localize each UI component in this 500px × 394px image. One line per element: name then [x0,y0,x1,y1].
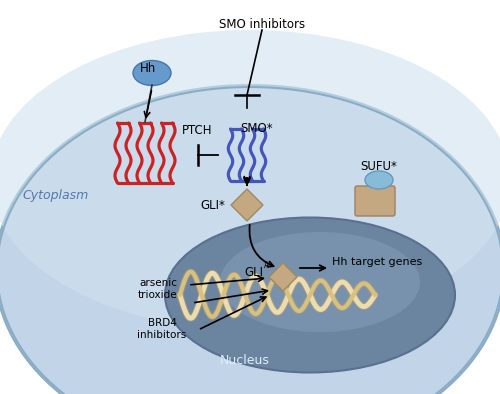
Text: PTCH: PTCH [182,123,212,136]
Polygon shape [269,263,297,291]
Ellipse shape [365,171,393,189]
Text: Hh target genes: Hh target genes [332,257,422,267]
Text: Hh: Hh [140,61,156,74]
Ellipse shape [220,232,420,332]
Ellipse shape [0,85,500,394]
Ellipse shape [165,217,455,372]
Ellipse shape [133,61,171,85]
Ellipse shape [0,30,500,330]
Text: SMO inhibitors: SMO inhibitors [219,18,305,31]
Text: GLI: GLI [244,266,263,279]
Text: SMO*: SMO* [240,121,274,134]
Text: Nucleus: Nucleus [220,353,270,366]
FancyBboxPatch shape [355,186,395,216]
Text: GLI*: GLI* [200,199,225,212]
Polygon shape [231,189,263,221]
Text: A: A [264,262,269,271]
Text: SUFU*: SUFU* [360,160,398,173]
Text: arsenic
trioxide: arsenic trioxide [138,278,178,299]
Text: Cytoplasm: Cytoplasm [22,188,88,201]
Text: BRD4
inhibitors: BRD4 inhibitors [138,318,186,340]
